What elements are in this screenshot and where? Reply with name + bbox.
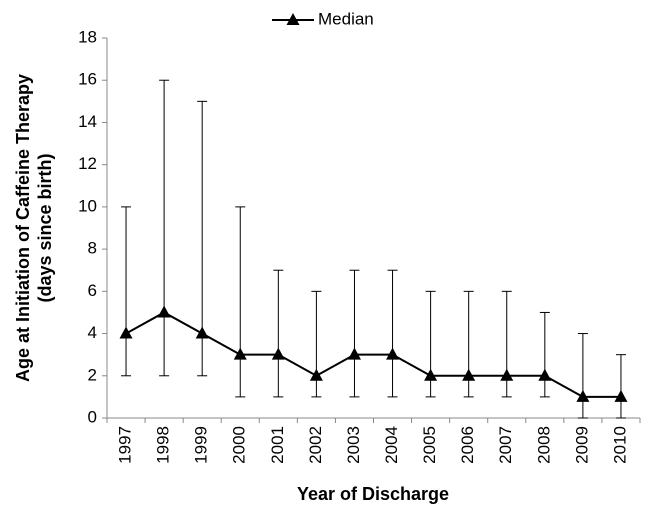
x-tick-label: 2006 <box>458 426 477 464</box>
marker <box>233 347 247 360</box>
y-tick-label: 12 <box>78 154 97 173</box>
x-tick-label: 2010 <box>610 426 629 464</box>
line <box>125 311 621 398</box>
marker <box>386 347 400 360</box>
y-tick-label: 2 <box>88 365 97 384</box>
marker <box>157 305 171 318</box>
x-tick-label: 2008 <box>534 426 553 464</box>
marker <box>309 368 323 381</box>
marker <box>424 368 438 381</box>
x-tick-label: 2007 <box>496 426 515 464</box>
y-tick-label: 4 <box>88 323 97 342</box>
x-axis-title: Year of Discharge <box>297 484 449 504</box>
y-tick-label: 0 <box>88 407 97 426</box>
marker <box>119 326 133 339</box>
legend-marker <box>286 13 300 25</box>
x-tick-label: 2004 <box>382 426 401 464</box>
legend-label: Median <box>318 9 374 28</box>
marker <box>271 347 285 360</box>
marker <box>576 389 590 402</box>
marker <box>538 368 552 381</box>
y-tick-label: 18 <box>78 27 97 46</box>
x-tick-label: 2002 <box>306 426 325 464</box>
y-tick-label: 8 <box>88 239 97 258</box>
x-tick-label: 1998 <box>154 426 173 464</box>
x-tick-label: 2005 <box>420 426 439 464</box>
y-tick-label: 16 <box>78 70 97 89</box>
marker <box>195 326 209 339</box>
x-tick-label: 2009 <box>572 426 591 464</box>
x-tick-label: 2001 <box>268 426 287 464</box>
y-axis-title: Age at Initiation of Caffeine Therapy <box>13 74 33 382</box>
y-tick-label: 10 <box>78 196 97 215</box>
marker <box>614 389 628 402</box>
marker <box>347 347 361 360</box>
y-axis-title: (days since birth) <box>35 153 55 302</box>
x-tick-label: 1997 <box>116 426 135 464</box>
y-tick-label: 14 <box>78 112 97 131</box>
x-tick-label: 2000 <box>230 426 249 464</box>
marker <box>500 368 514 381</box>
x-tick-label: 1999 <box>192 426 211 464</box>
y-tick-label: 6 <box>88 281 97 300</box>
marker <box>462 368 476 381</box>
x-tick-label: 2003 <box>344 426 363 464</box>
